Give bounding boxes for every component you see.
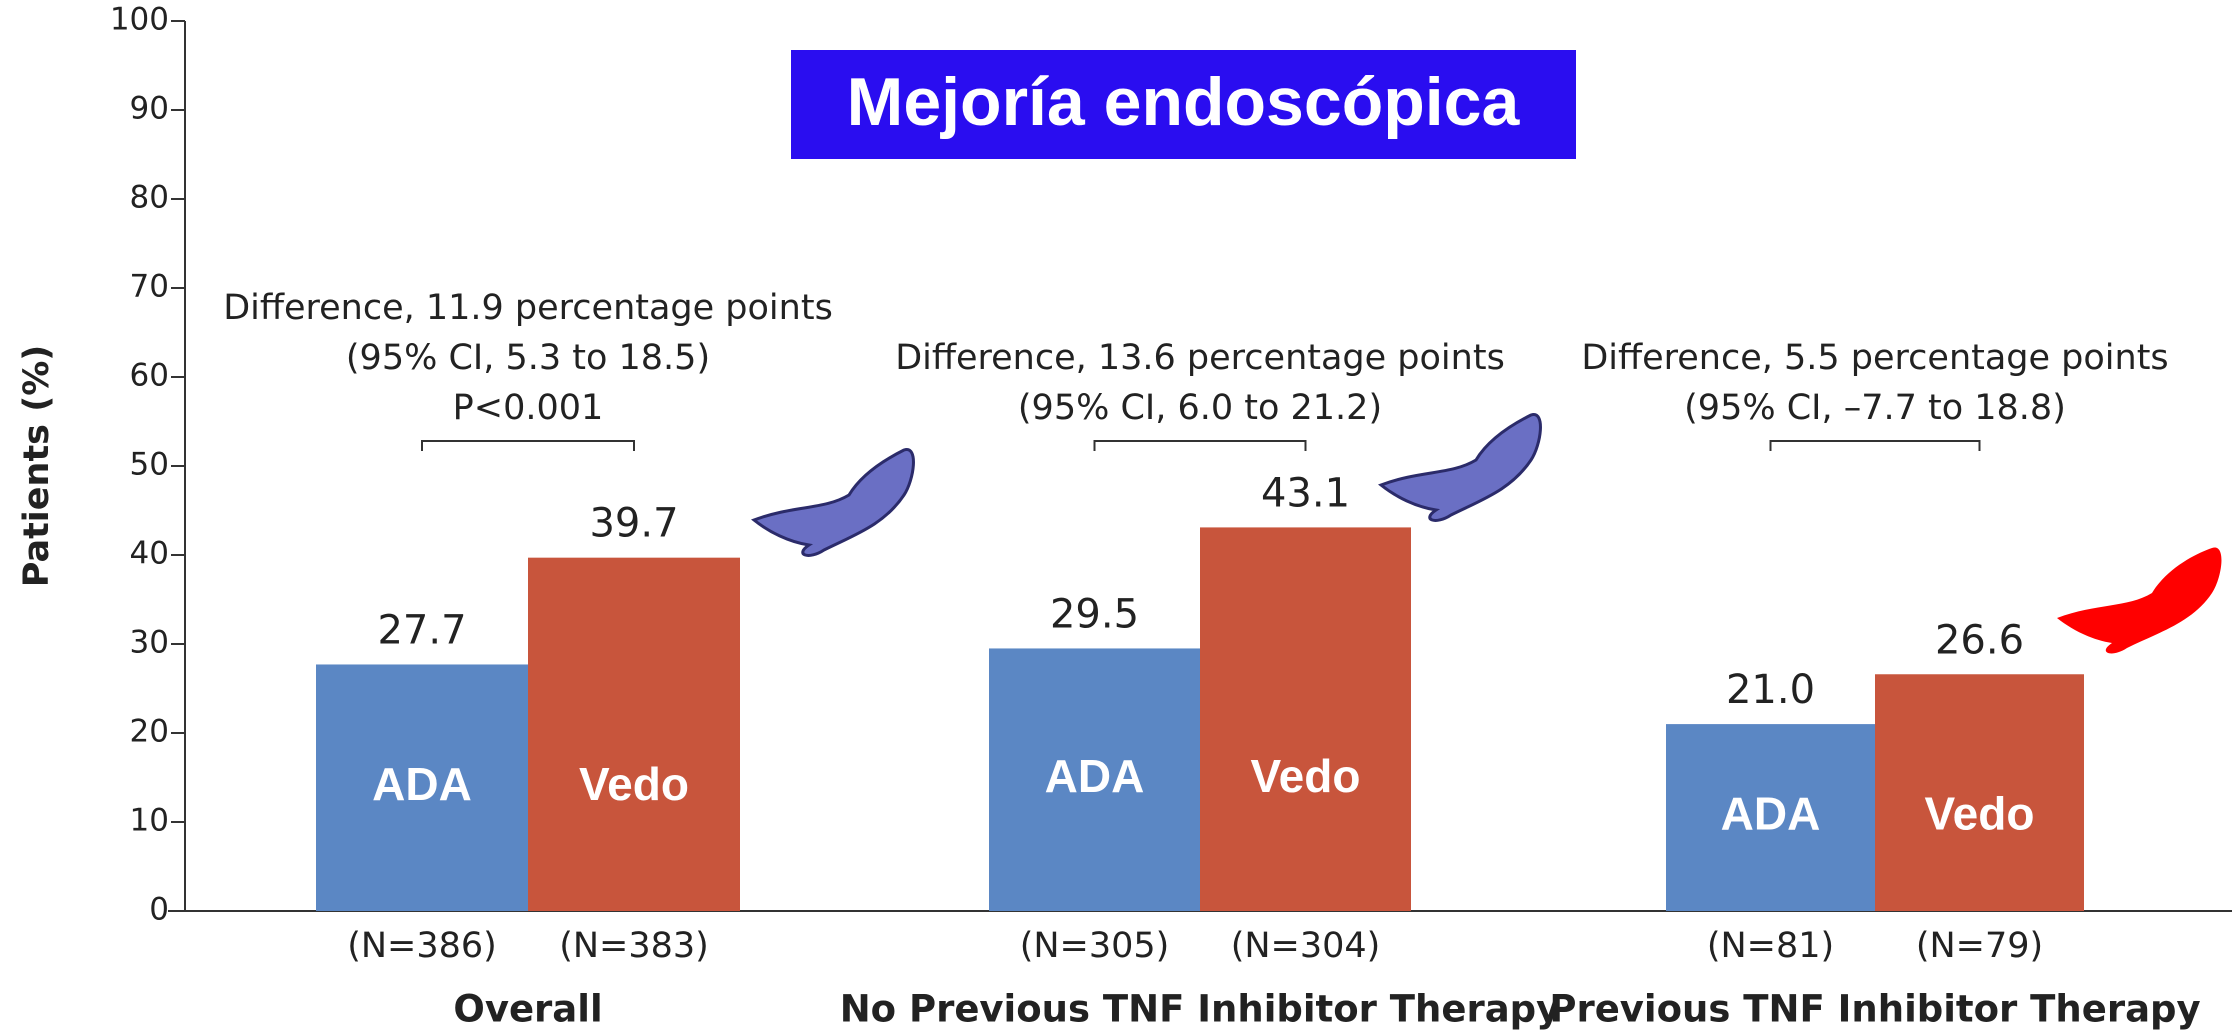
bar-series-label: Vedo [1925, 788, 2035, 840]
y-tick-label: 10 [130, 803, 169, 839]
bracket [422, 441, 634, 451]
n-label: (N=79) [1916, 926, 2043, 966]
annotation: Difference, 13.6 percentage points [895, 338, 1505, 378]
bar [528, 558, 740, 911]
value-label: 43.1 [1261, 470, 1350, 516]
y-tick-label: 70 [130, 269, 169, 305]
n-label: (N=305) [1020, 926, 1170, 966]
value-label: 27.7 [377, 607, 466, 653]
chart: Mejoría endoscópica Patients (%) 0 10 20 30… [0, 0, 2232, 1035]
n-label: (N=81) [1707, 926, 1834, 966]
annotation: Difference, 11.9 percentage points [223, 288, 833, 328]
pointer-hand [754, 450, 913, 556]
y-tick-label: 0 [149, 892, 169, 928]
y-tick-label: 30 [130, 625, 169, 661]
annotation: (95% CI, 5.3 to 18.5) [346, 338, 710, 378]
value-label: 26.6 [1935, 617, 2024, 663]
n-label: (N=304) [1231, 926, 1381, 966]
bar-series-label: Vedo [1251, 750, 1361, 802]
bar-series-label: ADA [1721, 788, 1821, 840]
annotation: (95% CI, 6.0 to 21.2) [1018, 388, 1382, 428]
bar [1200, 527, 1411, 911]
y-tick-label: 90 [130, 91, 169, 127]
n-label: (N=386) [347, 926, 497, 966]
n-label: (N=383) [559, 926, 709, 966]
y-axis-label: Patients (%) [17, 345, 57, 588]
category-label: No Previous TNF Inhibitor Therapy [840, 988, 1561, 1031]
value-label: 29.5 [1050, 591, 1139, 637]
bracket [1771, 441, 1980, 451]
value-label: 39.7 [589, 501, 678, 547]
bracket [1095, 441, 1306, 451]
category-label: Overall [453, 988, 602, 1031]
bar-series-label: Vedo [579, 758, 689, 810]
bar-series-label: ADA [372, 758, 472, 810]
category-label: Previous TNF Inhibitor Therapy [1549, 988, 2200, 1031]
annotation: (95% CI, –7.7 to 18.8) [1684, 388, 2066, 428]
value-label: 21.0 [1726, 667, 1815, 713]
y-tick-label: 20 [130, 714, 169, 750]
y-tick-label: 40 [130, 536, 169, 572]
chart-title: Mejoría endoscópica [847, 64, 1521, 140]
annotation: Difference, 5.5 percentage points [1581, 338, 2168, 378]
y-tick-label: 50 [130, 447, 169, 483]
y-tick-label: 100 [110, 2, 169, 38]
annotation: P<0.001 [453, 388, 604, 428]
bar-series-label: ADA [1045, 750, 1145, 802]
y-tick-label: 60 [130, 358, 169, 394]
pointer-hand [2057, 548, 2221, 654]
pointer-hand [1381, 415, 1540, 521]
y-tick-label: 80 [130, 180, 169, 216]
